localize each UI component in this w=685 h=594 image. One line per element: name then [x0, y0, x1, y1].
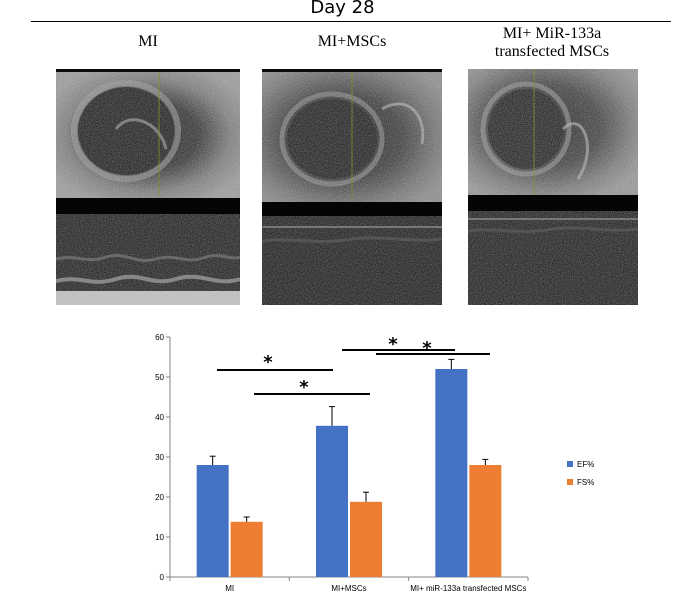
legend-label-ef: EF%	[577, 460, 594, 469]
legend-label-fs: FS%	[577, 478, 594, 487]
significance-star: *	[422, 338, 432, 359]
x-category-label: MI	[225, 584, 234, 593]
bar-ef-1	[316, 425, 348, 577]
legend-swatch-ef	[567, 461, 573, 467]
panel-label-mi-mscs: MI+MSCs	[317, 33, 387, 50]
bar-fs-2	[469, 465, 502, 577]
panel-label-mir133a: MI+ MiR-133a transfected MSCs	[494, 25, 610, 60]
bar-fs-1	[350, 501, 382, 577]
echo-image-mir133a	[468, 69, 638, 305]
echo-image-mi	[56, 69, 240, 305]
significance-star: *	[299, 377, 309, 398]
x-category-label: MI+ miR-133a transfected MSCs	[410, 584, 526, 593]
significance-star: *	[263, 352, 273, 373]
y-tick-label: 20	[155, 493, 164, 502]
y-tick-label: 0	[160, 573, 165, 582]
y-tick-label: 30	[155, 453, 164, 462]
title-divider	[31, 21, 671, 22]
figure-title: Day 28	[310, 0, 375, 18]
significance-star: *	[388, 334, 398, 355]
y-tick-label: 50	[155, 373, 164, 382]
legend-swatch-fs	[567, 479, 573, 485]
y-tick-label: 10	[155, 533, 164, 542]
echo-image-mi-mscs	[262, 69, 442, 305]
bar-ef-0	[196, 465, 229, 577]
bar-ef-2	[435, 369, 468, 577]
x-category-label: MI+MSCs	[331, 584, 366, 593]
y-tick-label: 40	[155, 413, 164, 422]
panel-label-mi: MI	[138, 33, 158, 50]
y-tick-label: 60	[155, 333, 164, 342]
bar-fs-0	[230, 521, 263, 577]
